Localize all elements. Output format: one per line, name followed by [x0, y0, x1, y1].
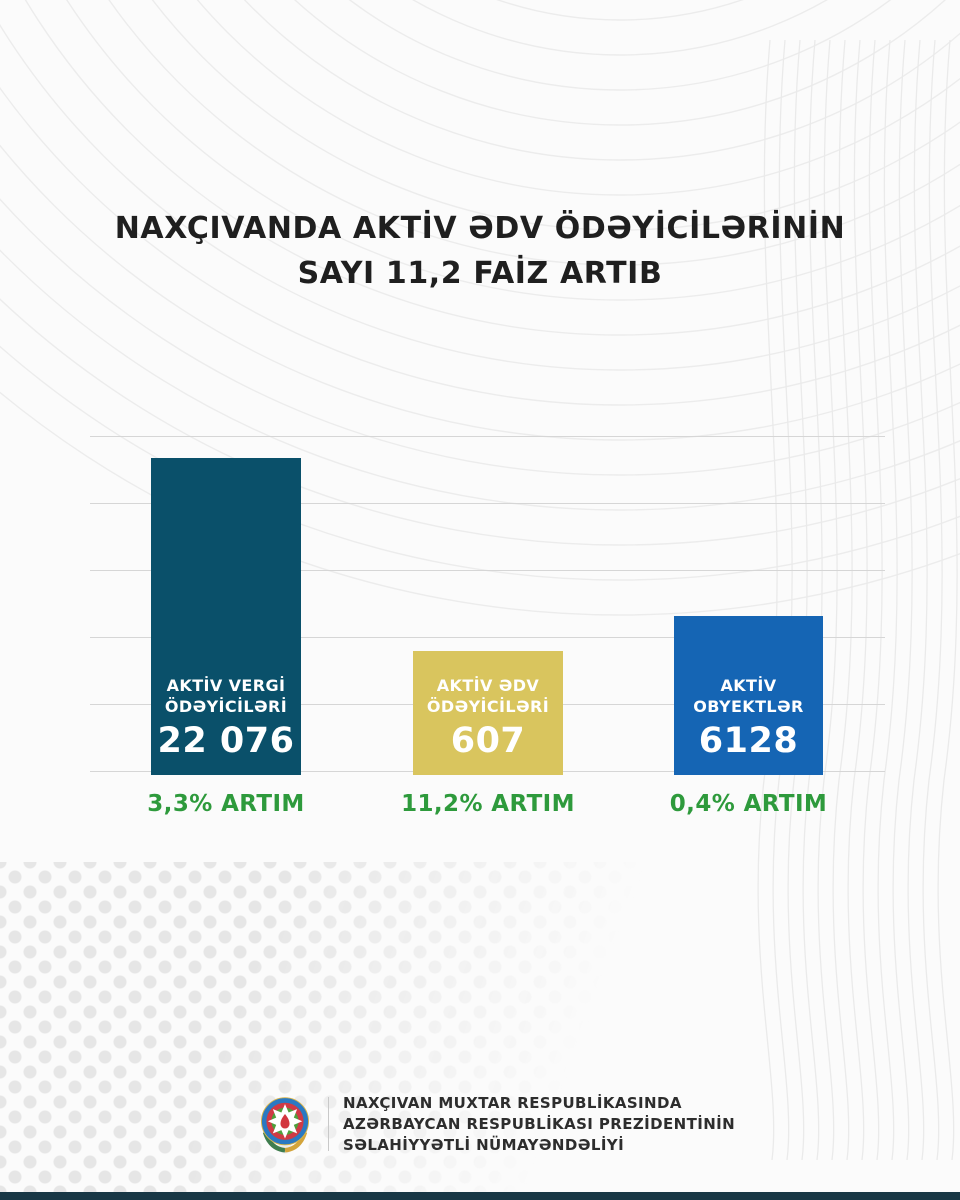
page-title: NAXÇIVANDA AKTİV ƏDV ÖDƏYİCİLƏRİNİN SAYI… [0, 206, 960, 296]
gridline [90, 436, 885, 437]
bar-label-line: OBYEKTLƏR [693, 697, 804, 716]
bar-aktiv-edv-odeyicileri: AKTİV ƏDV ÖDƏYİCİLƏRİ 607 [413, 651, 563, 775]
growth-label: 11,2% ARTIM [401, 791, 575, 817]
title-line-2: SAYI 11,2 FAİZ ARTIB [297, 256, 663, 291]
footer-divider [328, 1097, 329, 1151]
footer-text: NAXÇIVAN MUXTAR RESPUBLİKASINDA AZƏRBAYC… [343, 1093, 735, 1156]
footer-line: SƏLAHİYYƏTLİ NÜMAYƏNDƏLİYİ [343, 1135, 625, 1154]
title-line-1: NAXÇIVANDA AKTİV ƏDV ÖDƏYİCİLƏRİNİN [114, 211, 846, 246]
growth-label: 0,4% ARTIM [669, 791, 828, 817]
bar-aktiv-vergi-odeyicileri: AKTİV VERGİ ÖDƏYİCİLƏRİ 22 076 [151, 458, 301, 775]
bar-label-line: ÖDƏYİCİLƏRİ [426, 697, 550, 716]
bar-label: AKTİV OBYEKTLƏR [693, 675, 803, 717]
bar-label: AKTİV ƏDV ÖDƏYİCİLƏRİ [427, 675, 549, 717]
footer-line: NAXÇIVAN MUXTAR RESPUBLİKASINDA [343, 1093, 682, 1112]
bar-label-line: ÖDƏYİCİLƏRİ [164, 697, 288, 716]
bar-value: 6128 [698, 721, 799, 761]
growth-label: 3,3% ARTIM [147, 791, 305, 817]
footer-line: AZƏRBAYCAN RESPUBLİKASI PREZİDENTİNİN [343, 1114, 736, 1133]
bar-label: AKTİV VERGİ ÖDƏYİCİLƏRİ [165, 675, 287, 717]
bar-value: 22 076 [157, 721, 295, 761]
gridline [90, 637, 885, 638]
bar-aktiv-obyektler: AKTİV OBYEKTLƏR 6128 [674, 616, 823, 775]
footer: NAXÇIVAN MUXTAR RESPUBLİKASINDA AZƏRBAYC… [256, 1092, 735, 1156]
bar-label-line: AKTİV VERGİ [166, 676, 286, 695]
gridline [90, 570, 885, 571]
bar-label-line: AKTİV [720, 676, 777, 695]
bar-label-line: AKTİV ƏDV [436, 676, 540, 695]
bottom-accent-strip [0, 1192, 960, 1200]
bar-value: 607 [450, 721, 526, 761]
azerbaijan-emblem-icon [260, 1097, 310, 1153]
gridline [90, 503, 885, 504]
